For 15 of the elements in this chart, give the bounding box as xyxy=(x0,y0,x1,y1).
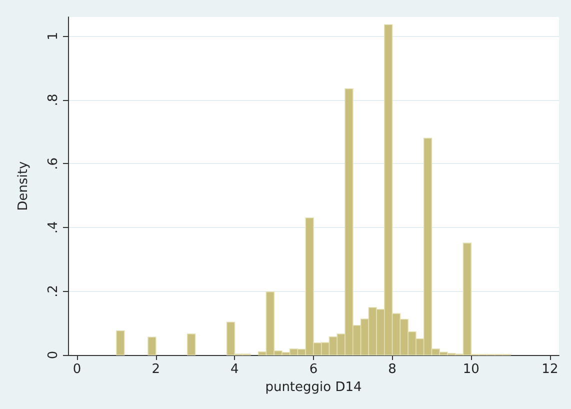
x-tick-label: 8 xyxy=(388,362,396,377)
x-tick-label: 12 xyxy=(542,362,558,377)
x-tick-label: 0 xyxy=(72,362,82,377)
y-tick-label: .8 xyxy=(46,94,61,106)
y-tick-label: 1 xyxy=(46,32,61,40)
x-tick-label: 4 xyxy=(230,362,239,377)
x-tick-label: 2 xyxy=(152,362,160,377)
x-tick-label: 6 xyxy=(309,362,318,377)
y-tick-label: .2 xyxy=(46,285,61,298)
y-tick-label: .4 xyxy=(46,221,61,234)
x-axis-title: punteggio D14 xyxy=(265,380,362,395)
x-tick-label: 10 xyxy=(462,362,480,377)
y-tick-label: .6 xyxy=(46,157,61,170)
y-tick-label: 0 xyxy=(46,350,61,360)
y-axis-title: Density xyxy=(16,160,31,211)
